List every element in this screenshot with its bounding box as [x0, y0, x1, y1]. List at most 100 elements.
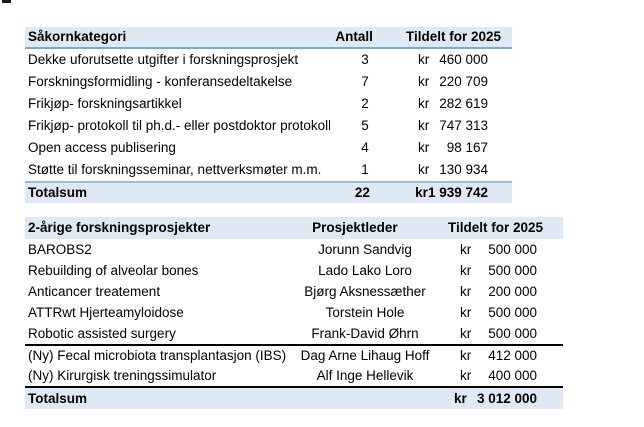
category-cell: Open access publisering [28, 140, 176, 155]
total-label: Totalsum [28, 390, 88, 406]
category-cell: Frikjøp- protokoll til ph.d.- eller post… [28, 118, 330, 133]
currency-label: kr [460, 325, 472, 341]
amount-value: 500 000 [488, 304, 537, 320]
project-cell: Rebuilding of alveolar bones [28, 262, 199, 278]
total-label: Totalsum [28, 185, 88, 200]
amount-cell: kr 747 313 [400, 116, 512, 136]
total-count: 22 [354, 185, 370, 200]
project-cell: Anticancer treatement [28, 283, 161, 299]
table-row: ATTRwt Hjerteamyloidose Torstein Hole kr… [25, 302, 563, 323]
amount-cell: kr 500 000 [430, 261, 563, 281]
leader-cell: Alf Inge Hellevik [316, 367, 414, 383]
column-header-count: Antall [335, 29, 373, 44]
category-cell: Frikjøp- forskningsartikkel [28, 96, 182, 111]
amount-cell: kr 200 000 [430, 282, 563, 302]
column-header-project: 2-årige forskningsprosjekter [28, 220, 211, 235]
currency-label: kr [418, 52, 430, 67]
table-row: Open access publisering 4 kr 98 167 [25, 137, 512, 159]
category-cell: Dekke uforutsette utgifter i forskningsp… [28, 52, 299, 67]
table-header-row: Såkornkategori Antall Tildelt for 2025 [25, 27, 512, 49]
amount-value: 500 000 [488, 325, 537, 341]
amount-cell: kr 460 000 [400, 50, 512, 70]
total-amount-value: 1 939 742 [427, 185, 488, 200]
project-cell: BAROBS2 [28, 241, 92, 257]
amount-cell: kr 130 934 [400, 160, 512, 180]
total-row: Totalsum kr 3 012 000 [25, 386, 563, 409]
column-header-allocated: Tildelt for 2025 [388, 27, 512, 47]
column-header-allocated-label: Tildelt for 2025 [405, 29, 501, 44]
currency-label: kr [418, 96, 430, 111]
amount-cell: kr 98 167 [400, 138, 512, 158]
amount-cell: kr 500 000 [430, 303, 563, 323]
leader-cell: Torstein Hole [325, 304, 405, 320]
leader-cell: Frank-David Øhrn [311, 325, 419, 341]
currency-label: kr [418, 74, 430, 89]
amount-value: 282 619 [439, 96, 488, 111]
total-amount-value: 3 012 000 [476, 390, 537, 406]
count-cell: 5 [361, 118, 369, 133]
two-year-projects-table: 2-årige forskningsprosjekter Prosjektled… [25, 217, 563, 409]
table-row-new-project: (Ny) Kirurgisk treningssimulator Alf Ing… [25, 365, 563, 386]
currency-label: kr [460, 262, 472, 278]
project-cell: (Ny) Kirurgisk treningssimulator [28, 367, 217, 383]
table-row: Frikjøp- protokoll til ph.d.- eller post… [25, 115, 512, 137]
count-cell: 4 [361, 140, 369, 155]
amount-cell: kr 400 000 [430, 366, 563, 386]
total-amount-cell: kr 1 939 742 [397, 183, 512, 203]
amount-cell: kr 282 619 [400, 94, 512, 114]
count-cell: 1 [361, 162, 369, 177]
table-row: Frikjøp- forskningsartikkel 2 kr 282 619 [25, 93, 512, 115]
amount-value: 130 934 [439, 162, 488, 177]
currency-label: kr [418, 118, 430, 133]
seed-category-table: Såkornkategori Antall Tildelt for 2025 D… [25, 27, 512, 203]
category-cell: Støtte til forskningsseminar, nettverksm… [28, 162, 322, 177]
category-cell: Forskningsformidling - konferansedeltake… [28, 74, 293, 89]
amount-cell: kr 412 000 [430, 346, 563, 366]
count-cell: 7 [361, 74, 369, 89]
amount-value: 220 709 [439, 74, 488, 89]
column-header-category: Såkornkategori [28, 29, 127, 44]
table-row: Robotic assisted surgery Frank-David Øhr… [25, 323, 563, 344]
amount-value: 412 000 [488, 347, 537, 363]
table-row: Støtte til forskningsseminar, nettverksm… [25, 159, 512, 181]
amount-value: 500 000 [488, 241, 537, 257]
amount-value: 400 000 [488, 367, 537, 383]
currency-label: kr [454, 390, 467, 406]
amount-cell: kr 220 709 [400, 72, 512, 92]
project-cell: (Ny) Fecal microbiota transplantasjon (I… [28, 347, 287, 363]
amount-value: 747 313 [439, 118, 488, 133]
leader-cell: Jorunn Sandvig [318, 241, 412, 257]
total-row: Totalsum 22 kr 1 939 742 [25, 181, 512, 203]
table-row: Anticancer treatement Bjørg Aksnessæther… [25, 281, 563, 302]
currency-label: kr [460, 304, 472, 320]
amount-cell: kr 500 000 [430, 240, 563, 260]
amount-value: 200 000 [488, 283, 537, 299]
currency-label: kr [415, 185, 428, 200]
currency-label: kr [460, 241, 472, 257]
amount-value: 500 000 [488, 262, 537, 278]
table-row: Dekke uforutsette utgifter i forskningsp… [25, 49, 512, 71]
project-cell: Robotic assisted surgery [28, 325, 176, 341]
corner-artifact [2, 0, 11, 3]
amount-value: 98 167 [446, 140, 488, 155]
table-row: Rebuilding of alveolar bones Lado Lako L… [25, 260, 563, 281]
currency-label: kr [460, 367, 472, 383]
currency-label: kr [418, 140, 430, 155]
table-header-row: 2-årige forskningsprosjekter Prosjektled… [25, 217, 563, 239]
table-row: BAROBS2 Jorunn Sandvig kr 500 000 [25, 239, 563, 260]
column-header-allocated: Tildelt for 2025 [418, 218, 563, 238]
table-row-new-project: (Ny) Fecal microbiota transplantasjon (I… [25, 344, 563, 365]
column-header-allocated-label: Tildelt for 2025 [447, 220, 543, 235]
leader-cell: Bjørg Aksnessæther [304, 283, 426, 299]
amount-value: 460 000 [439, 52, 488, 67]
project-cell: ATTRwt Hjerteamyloidose [28, 304, 184, 320]
leader-cell: Dag Arne Lihaug Hoff [300, 347, 430, 363]
total-amount-cell: kr 3 012 000 [430, 389, 563, 409]
table-row: Forskningsformidling - konferansedeltake… [25, 71, 512, 93]
count-cell: 2 [361, 96, 369, 111]
column-header-leader: Prosjektleder [312, 220, 398, 235]
amount-cell: kr 500 000 [430, 324, 563, 344]
leader-cell: Lado Lako Loro [318, 262, 412, 278]
currency-label: kr [460, 347, 472, 363]
